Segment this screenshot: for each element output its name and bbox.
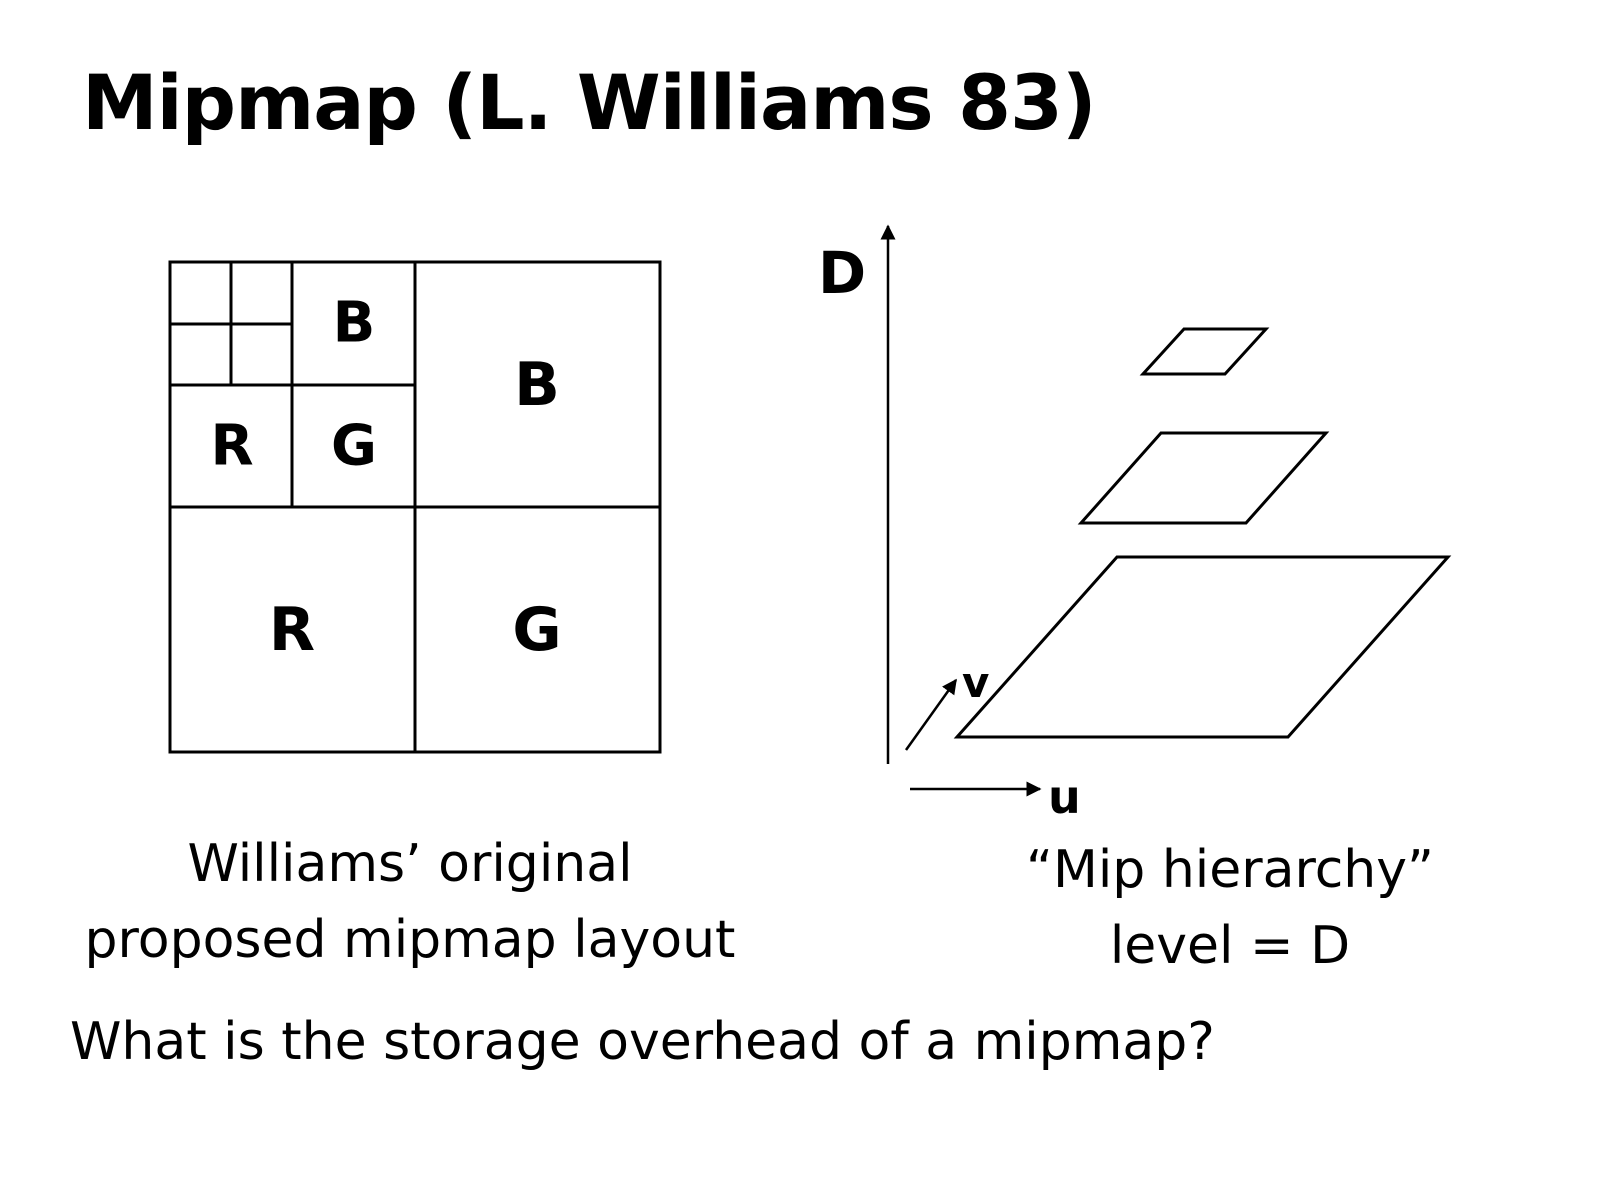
mip-level-1 (1077, 431, 1330, 525)
label-level1-b: B (514, 350, 560, 420)
hierarchy-caption-line2: level = D (1109, 916, 1351, 976)
axis-label-v: v (962, 658, 989, 707)
storage-question: What is the storage overhead of a mipmap… (70, 1012, 1215, 1072)
label-level1-g: G (512, 595, 561, 665)
layout-caption-line1: Williams’ original (187, 834, 633, 894)
mip-hierarchy-axis-labels: D u v (818, 239, 1081, 824)
label-level2-r: R (210, 414, 253, 479)
mip-hierarchy-diagram (880, 224, 1452, 797)
label-level2-g: G (331, 414, 377, 479)
label-level2-b: B (333, 291, 376, 356)
mipmap-layout-diagram (168, 260, 662, 754)
v-axis-arrow (904, 678, 958, 751)
hierarchy-caption: “Mip hierarchy” level = D (870, 832, 1590, 984)
layout-caption: Williams’ original proposed mipmap layou… (40, 826, 780, 978)
slide-title: Mipmap (L. Williams 83) (82, 58, 1097, 147)
axis-label-u: u (1048, 770, 1081, 824)
label-level1-r: R (269, 595, 315, 665)
mip-level-2 (1139, 327, 1270, 376)
hierarchy-caption-line1: “Mip hierarchy” (1026, 840, 1434, 900)
mip-level-0 (953, 555, 1452, 739)
axis-label-d: D (818, 239, 866, 307)
mipmap-layout-labels: B R G B R G (210, 291, 561, 666)
layout-caption-line2: proposed mipmap layout (84, 910, 736, 970)
